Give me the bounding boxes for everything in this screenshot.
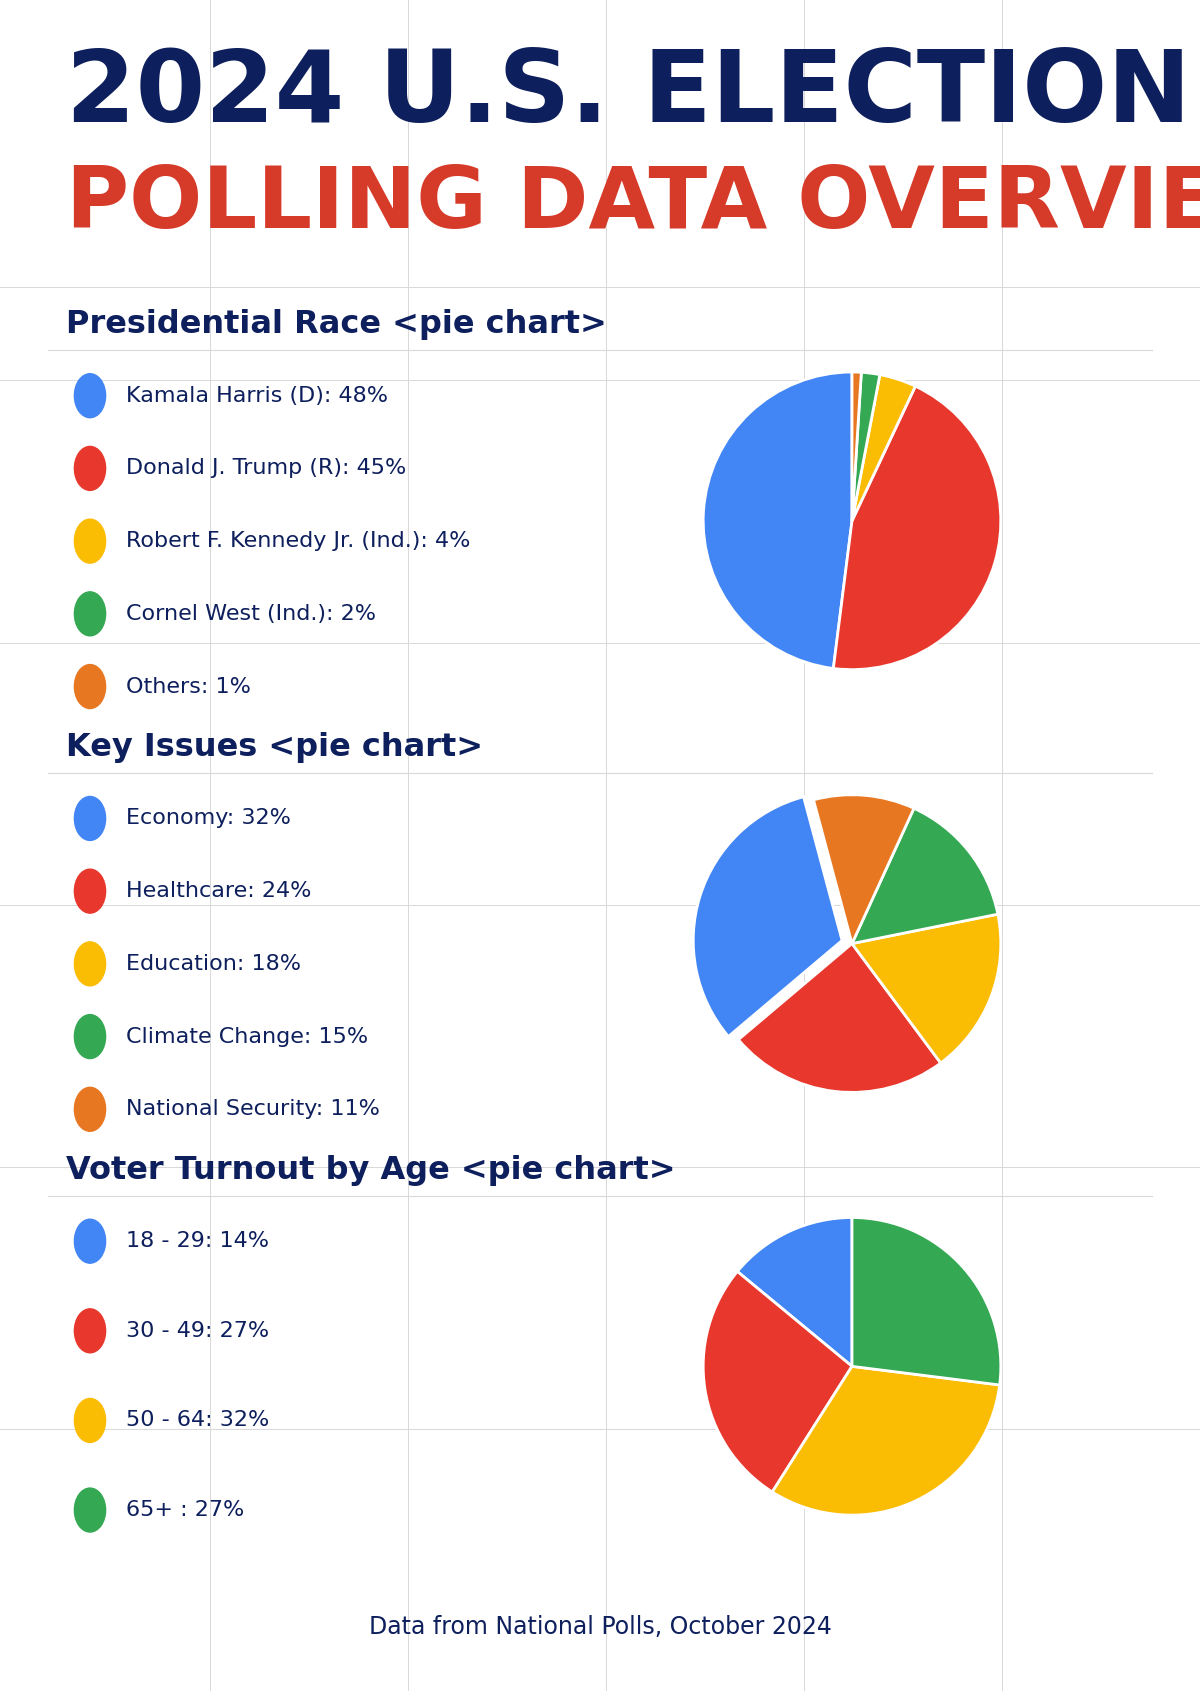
Circle shape <box>74 665 106 709</box>
Wedge shape <box>852 808 998 944</box>
Circle shape <box>74 796 106 840</box>
Circle shape <box>74 1309 106 1353</box>
Text: Data from National Polls, October 2024: Data from National Polls, October 2024 <box>368 1615 832 1639</box>
Text: Others: 1%: Others: 1% <box>126 676 251 697</box>
Text: Cornel West (Ind.): 2%: Cornel West (Ind.): 2% <box>126 604 376 624</box>
Text: National Security: 11%: National Security: 11% <box>126 1099 380 1119</box>
Circle shape <box>74 869 106 913</box>
Text: Healthcare: 24%: Healthcare: 24% <box>126 881 311 901</box>
Text: 50 - 64: 32%: 50 - 64: 32% <box>126 1410 269 1431</box>
Circle shape <box>74 446 106 490</box>
Text: Donald J. Trump (R): 45%: Donald J. Trump (R): 45% <box>126 458 407 479</box>
Wedge shape <box>852 1218 1001 1385</box>
Wedge shape <box>773 1366 1000 1515</box>
Text: Economy: 32%: Economy: 32% <box>126 808 290 829</box>
Wedge shape <box>852 372 862 521</box>
Text: POLLING DATA OVERVIEW: POLLING DATA OVERVIEW <box>66 162 1200 247</box>
Text: Key Issues <pie chart>: Key Issues <pie chart> <box>66 732 484 763</box>
Wedge shape <box>703 1272 852 1491</box>
Circle shape <box>74 592 106 636</box>
Text: Education: 18%: Education: 18% <box>126 954 301 974</box>
Circle shape <box>74 1219 106 1263</box>
Text: Kamala Harris (D): 48%: Kamala Harris (D): 48% <box>126 386 388 406</box>
Circle shape <box>74 1398 106 1442</box>
Text: Presidential Race <pie chart>: Presidential Race <pie chart> <box>66 309 607 340</box>
Wedge shape <box>814 795 914 944</box>
Wedge shape <box>833 386 1001 670</box>
Wedge shape <box>694 796 842 1037</box>
Wedge shape <box>737 1218 852 1366</box>
Wedge shape <box>852 372 880 521</box>
Circle shape <box>74 1015 106 1059</box>
Text: 2024 U.S. ELECTION: 2024 U.S. ELECTION <box>66 46 1190 144</box>
Text: Climate Change: 15%: Climate Change: 15% <box>126 1026 368 1047</box>
Circle shape <box>74 519 106 563</box>
Circle shape <box>74 942 106 986</box>
Wedge shape <box>703 372 852 668</box>
Text: 18 - 29: 14%: 18 - 29: 14% <box>126 1231 269 1251</box>
Text: 30 - 49: 27%: 30 - 49: 27% <box>126 1321 269 1341</box>
Circle shape <box>74 1087 106 1131</box>
Wedge shape <box>852 375 916 521</box>
Wedge shape <box>852 915 1001 1064</box>
Text: 65+ : 27%: 65+ : 27% <box>126 1500 245 1520</box>
Text: Voter Turnout by Age <pie chart>: Voter Turnout by Age <pie chart> <box>66 1155 676 1185</box>
Wedge shape <box>738 944 941 1092</box>
Circle shape <box>74 374 106 418</box>
Circle shape <box>74 1488 106 1532</box>
Text: Robert F. Kennedy Jr. (Ind.): 4%: Robert F. Kennedy Jr. (Ind.): 4% <box>126 531 470 551</box>
